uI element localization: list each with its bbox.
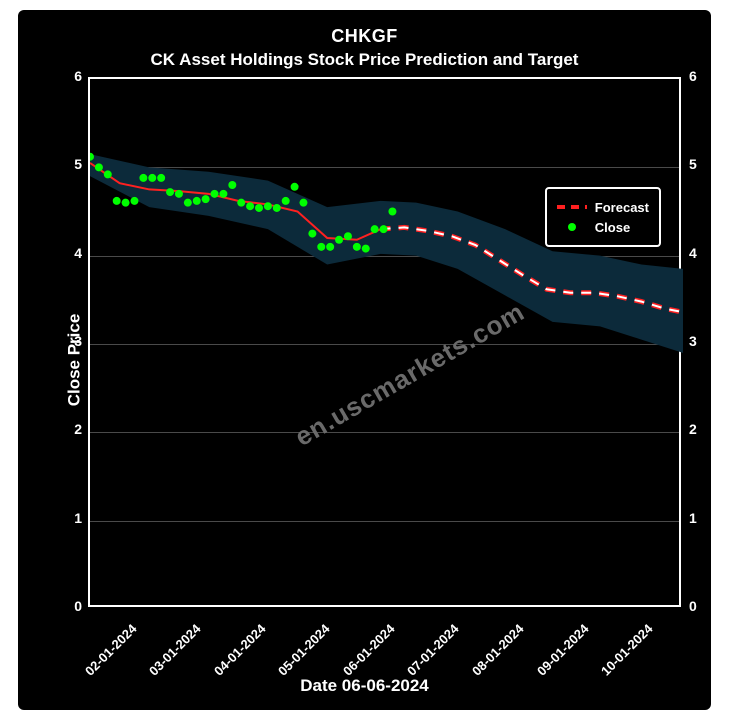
close-point: [317, 243, 325, 251]
ytick-right: 5: [689, 156, 719, 172]
legend-swatch-dot: [557, 223, 587, 231]
chart-background: CHKGF CK Asset Holdings Stock Price Pred…: [18, 10, 711, 710]
close-point: [388, 208, 396, 216]
close-point: [308, 230, 316, 238]
ytick-right: 0: [689, 598, 719, 614]
legend-label: Forecast: [595, 200, 649, 215]
close-point: [113, 197, 121, 205]
close-point: [299, 199, 307, 207]
legend-item: Forecast: [557, 197, 649, 217]
close-point: [291, 183, 299, 191]
y-axis-label: Close Price: [64, 314, 84, 407]
close-point: [255, 204, 263, 212]
close-point: [104, 170, 112, 178]
ytick-left: 6: [52, 68, 82, 84]
chart-outer: CHKGF CK Asset Holdings Stock Price Pred…: [0, 0, 729, 720]
close-point: [228, 181, 236, 189]
legend-item: Close: [557, 217, 649, 237]
close-point: [335, 236, 343, 244]
close-point: [193, 197, 201, 205]
close-point: [380, 225, 388, 233]
close-point: [130, 197, 138, 205]
ytick-left: 0: [52, 598, 82, 614]
legend-swatch-line: [557, 205, 587, 209]
confidence-band: [90, 154, 683, 353]
close-point: [353, 243, 361, 251]
chart-svg: [90, 79, 683, 609]
ytick-left: 4: [52, 245, 82, 261]
close-point: [264, 202, 272, 210]
close-point: [371, 225, 379, 233]
close-point: [184, 199, 192, 207]
close-point: [202, 195, 210, 203]
ytick-left: 2: [52, 421, 82, 437]
ytick-left: 1: [52, 510, 82, 526]
chart-title-sub: CK Asset Holdings Stock Price Prediction…: [18, 50, 711, 70]
close-point: [282, 197, 290, 205]
close-point: [95, 163, 103, 171]
close-point: [246, 202, 254, 210]
close-point: [166, 188, 174, 196]
close-point: [211, 190, 219, 198]
ytick-right: 1: [689, 510, 719, 526]
ytick-right: 2: [689, 421, 719, 437]
legend: Forecast Close: [545, 187, 661, 247]
legend-label: Close: [595, 220, 630, 235]
ytick-right: 4: [689, 245, 719, 261]
close-point: [148, 174, 156, 182]
ytick-left: 3: [52, 333, 82, 349]
chart-title-main: CHKGF: [18, 26, 711, 47]
close-point: [362, 245, 370, 253]
ytick-right: 3: [689, 333, 719, 349]
ytick-left: 5: [52, 156, 82, 172]
close-point: [237, 199, 245, 207]
close-point: [344, 232, 352, 240]
close-point: [326, 243, 334, 251]
ytick-right: 6: [689, 68, 719, 84]
close-point: [157, 174, 165, 182]
close-point: [219, 190, 227, 198]
close-point: [175, 190, 183, 198]
close-point: [273, 204, 281, 212]
close-point: [139, 174, 147, 182]
plot-area: en.uscmarkets.comForecastClose: [88, 77, 681, 607]
close-point: [122, 199, 130, 207]
